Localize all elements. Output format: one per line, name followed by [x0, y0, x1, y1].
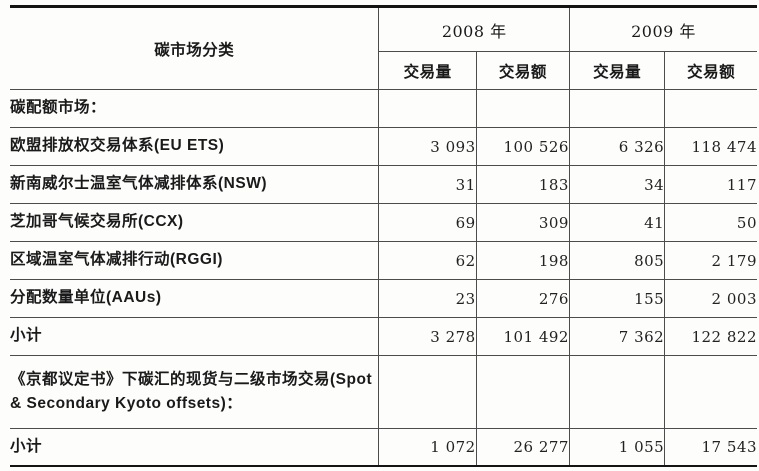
- amount-2009-header: 交易额: [664, 51, 758, 90]
- table-row-kyoto-offsets: 《京都议定书》下碳汇的现货与二级市场交易(Spot & Secondary Ky…: [9, 355, 758, 429]
- cell-2009-amount: 50: [664, 203, 758, 242]
- cell-2008-amount: 26 277: [475, 428, 570, 466]
- row-label: 碳配额市场：: [9, 89, 380, 128]
- table-header-year-row: 碳市场分类 2008 年 2009 年: [9, 6, 758, 90]
- cell-2009-volume: [568, 89, 666, 128]
- cell-2008-amount: 309: [475, 203, 570, 242]
- cell-2008-amount: 100 526: [475, 127, 570, 166]
- cell-2008-volume: 1 072: [378, 428, 477, 466]
- cell-2009-volume: [568, 355, 666, 429]
- cell-2009-amount: 122 822: [664, 317, 758, 356]
- cell-2008-volume: 23: [378, 279, 477, 318]
- cell-2009-volume: 1 055: [568, 428, 666, 466]
- cell-2009-amount: 2 003: [664, 279, 758, 318]
- cell-2009-volume: 6 326: [568, 127, 666, 166]
- table-row-subtotal-allowance: 小计 3 278 101 492 7 362 122 822: [9, 317, 758, 356]
- cell-2008-amount: 276: [475, 279, 570, 318]
- row-label: 新南威尔士温室气体减排体系(NSW): [9, 165, 380, 204]
- cell-2009-amount: 117: [664, 165, 758, 204]
- table-row-aaus: 分配数量单位(AAUs) 23 276 155 2 003: [9, 279, 758, 318]
- cell-2009-volume: 34: [568, 165, 666, 204]
- cell-2009-volume: 41: [568, 203, 666, 242]
- row-label: 分配数量单位(AAUs): [9, 279, 380, 318]
- row-label: 小计: [9, 428, 380, 466]
- table-row-subtotal-kyoto: 小计 1 072 26 277 1 055 17 543: [9, 428, 758, 466]
- table-row-ccx: 芝加哥气候交易所(CCX) 69 309 41 50: [9, 203, 758, 242]
- table-header-sub-row: 交易量 交易额 交易量 交易额: [10, 51, 758, 90]
- cell-2008-amount: [475, 89, 570, 128]
- cell-2008-volume: 31: [378, 165, 477, 204]
- volume-2009-header: 交易量: [568, 51, 666, 90]
- row-label: 芝加哥气候交易所(CCX): [9, 203, 380, 242]
- table-row-nsw: 新南威尔士温室气体减排体系(NSW) 31 183 34 117: [9, 165, 758, 204]
- year-2009-header: 2009 年: [568, 6, 758, 52]
- cell-2008-amount: 198: [475, 241, 570, 280]
- category-column-header: 碳市场分类: [9, 6, 380, 90]
- cell-2009-amount: 17 543: [664, 428, 758, 466]
- year-2008-header: 2008 年: [378, 6, 570, 52]
- cell-2009-volume: 155: [568, 279, 666, 318]
- cell-2009-amount: 2 179: [664, 241, 758, 280]
- cell-2008-volume: 69: [378, 203, 477, 242]
- cell-2008-volume: 3 093: [378, 127, 477, 166]
- cell-2009-amount: [664, 355, 758, 429]
- cell-2009-volume: 805: [568, 241, 666, 280]
- cell-2008-volume: [378, 89, 477, 128]
- cell-2008-amount: 183: [475, 165, 570, 204]
- amount-2008-header: 交易额: [475, 51, 570, 90]
- table-row-eu-ets: 欧盟排放权交易体系(EU ETS) 3 093 100 526 6 326 11…: [9, 127, 758, 166]
- row-label: 欧盟排放权交易体系(EU ETS): [9, 127, 380, 166]
- table-row-allowance-market: 碳配额市场：: [9, 89, 758, 128]
- cell-2008-volume: 3 278: [378, 317, 477, 356]
- volume-2008-header: 交易量: [378, 51, 477, 90]
- row-label: 《京都议定书》下碳汇的现货与二级市场交易(Spot & Secondary Ky…: [9, 355, 380, 429]
- cell-2009-amount: [664, 89, 758, 128]
- cell-2008-amount: [475, 355, 570, 429]
- row-label: 区域温室气体减排行动(RGGI): [9, 241, 380, 280]
- cell-2008-volume: [378, 355, 477, 429]
- cell-2008-volume: 62: [378, 241, 477, 280]
- row-label: 小计: [9, 317, 380, 356]
- table-row-rggi: 区域温室气体减排行动(RGGI) 62 198 805 2 179: [9, 241, 758, 280]
- carbon-market-table: 碳市场分类 2008 年 2009 年 交易量 交易额 交易量 交易额 碳配额市…: [9, 5, 758, 467]
- cell-2009-volume: 7 362: [568, 317, 666, 356]
- cell-2008-amount: 101 492: [475, 317, 570, 356]
- cell-2009-amount: 118 474: [664, 127, 758, 166]
